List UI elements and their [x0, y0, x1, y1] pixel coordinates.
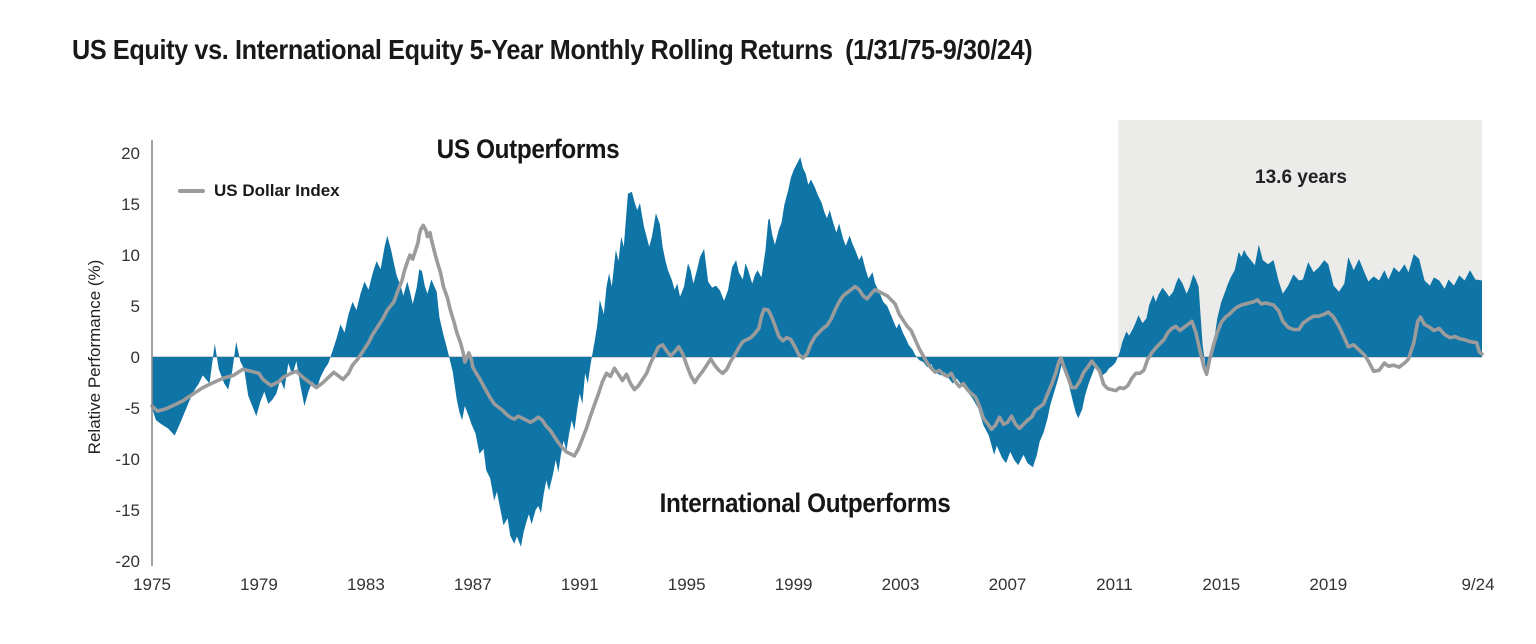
y-tick-label: 20 [121, 144, 140, 163]
page-title: US Equity vs. International Equity 5-Yea… [72, 34, 1033, 66]
usd-index-line-swatch [178, 189, 205, 193]
y-tick-label: 0 [131, 348, 140, 367]
relative-performance-area [152, 157, 1482, 547]
y-tick-label: 5 [131, 297, 140, 316]
x-tick-label: 1983 [347, 575, 385, 594]
x-tick-label: 9/24 [1461, 575, 1494, 594]
legend: US Dollar Index [178, 181, 340, 201]
x-tick-label: 1987 [454, 575, 492, 594]
y-tick-label: -20 [115, 552, 140, 571]
x-tick-label: 1991 [561, 575, 599, 594]
x-tick-label: 2015 [1202, 575, 1240, 594]
x-tick-label: 2011 [1096, 575, 1133, 594]
y-tick-label: -5 [125, 399, 140, 418]
y-tick-label: -10 [115, 450, 140, 469]
x-tick-label: 1995 [668, 575, 706, 594]
page-title-date-range: (1/31/75-9/30/24) [845, 34, 1033, 65]
x-tick-label: 2007 [989, 575, 1027, 594]
y-axis-title: Relative Performance (%) [85, 259, 104, 455]
y-tick-label: 10 [121, 246, 140, 265]
x-tick-label: 1979 [240, 575, 278, 594]
y-tick-label: 15 [121, 195, 140, 214]
x-tick-label: 2003 [882, 575, 920, 594]
x-tick-label: 2019 [1309, 575, 1347, 594]
us-outperforms-label: US Outperforms [436, 134, 620, 164]
usd-index-line [150, 223, 1484, 458]
page-title-main: US Equity vs. International Equity 5-Yea… [72, 34, 833, 65]
x-tick-label: 1999 [775, 575, 813, 594]
y-tick-label: -15 [115, 501, 140, 520]
highlight-duration-label: 13.6 years [1255, 167, 1347, 188]
x-tick-label: 1975 [133, 575, 171, 594]
international-outperforms-label: International Outperforms [659, 488, 951, 518]
legend-usd-index-label: US Dollar Index [214, 181, 340, 200]
